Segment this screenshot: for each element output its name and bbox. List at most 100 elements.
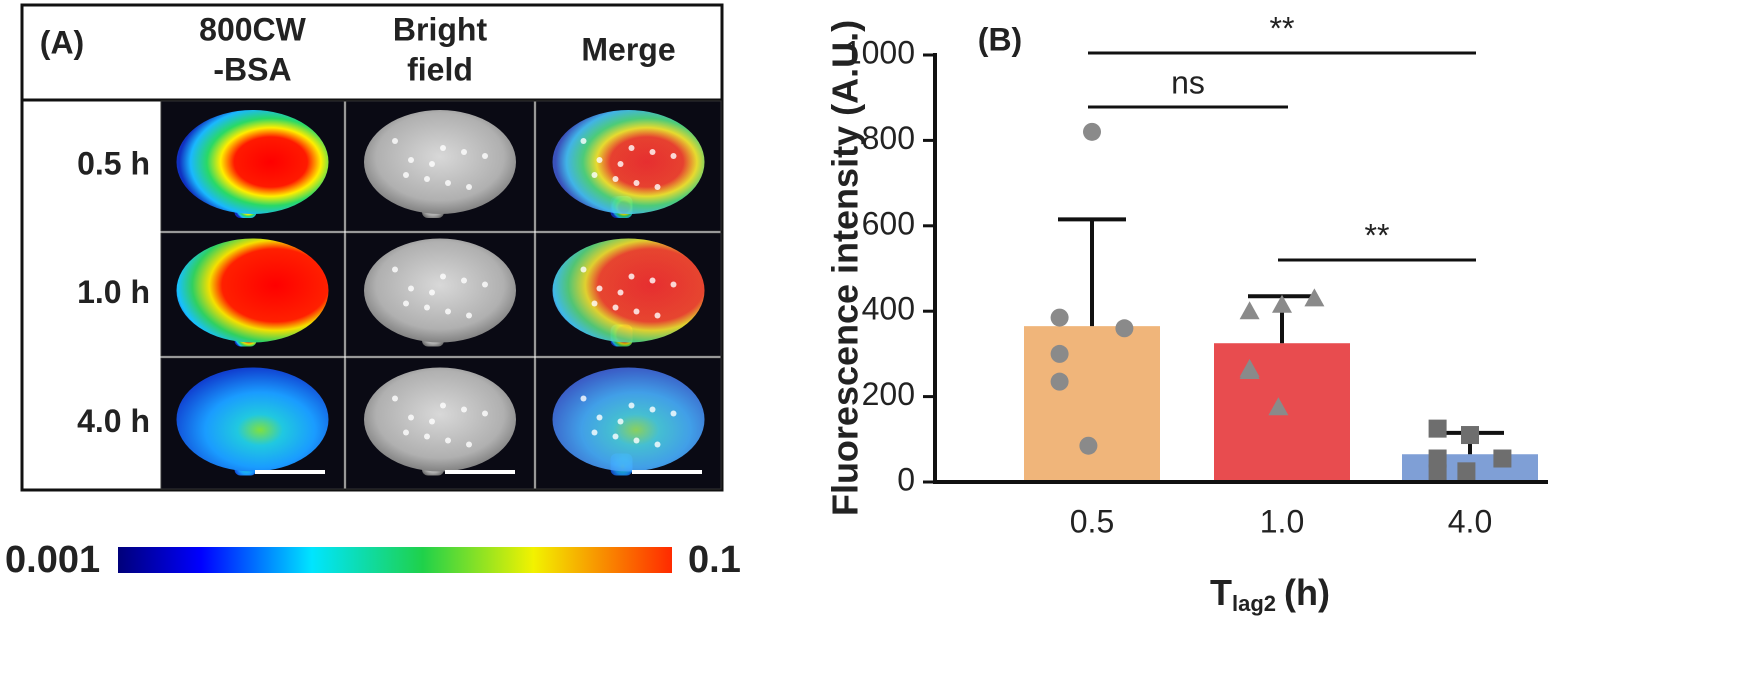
data-point: [1304, 288, 1325, 307]
speckle: [392, 138, 398, 144]
speckle: [445, 180, 451, 186]
speckle: [424, 304, 430, 311]
row-label: 0.5 h: [77, 145, 150, 181]
column-header: Merge: [581, 31, 675, 67]
speckle: [424, 433, 430, 440]
speckle: [617, 161, 624, 167]
data-point: [1083, 122, 1101, 141]
speckle: [429, 161, 435, 167]
data-point: [1268, 397, 1289, 416]
speckle: [654, 441, 661, 448]
speckle: [596, 285, 603, 292]
speckle: [440, 273, 446, 280]
row-label: 4.0 h: [77, 403, 150, 439]
x-title-sub: lag2: [1232, 591, 1276, 616]
speckle: [482, 153, 488, 159]
y-tick-label: 400: [862, 291, 915, 327]
brain-image: [364, 367, 516, 472]
brain-image: [552, 367, 705, 472]
data-point: [1050, 308, 1069, 327]
speckle: [440, 402, 446, 409]
brain-image: [176, 367, 329, 472]
speckle: [461, 149, 467, 155]
column-header: field: [407, 51, 473, 87]
data-point: [1493, 449, 1512, 468]
y-tick-label: 1000: [844, 34, 915, 70]
brain-image: [552, 110, 705, 214]
speckle: [424, 176, 430, 182]
speckle: [408, 414, 414, 421]
x-axis-title: Tlag2 (h): [1210, 572, 1330, 616]
speckle: [580, 266, 587, 273]
speckle: [633, 437, 640, 444]
colorbar: [118, 547, 672, 573]
speckle: [612, 433, 619, 440]
column-header: 800CW: [199, 11, 307, 47]
speckle: [466, 441, 472, 448]
speckle: [580, 395, 587, 402]
data-point: [1050, 372, 1069, 391]
speckle: [461, 277, 467, 284]
speckle: [392, 395, 398, 402]
speckle: [628, 145, 635, 151]
data-point: [1457, 462, 1476, 481]
data-point: [1050, 344, 1069, 363]
speckle: [612, 176, 619, 182]
speckle: [633, 180, 640, 186]
panel-a-frame: [20, 3, 724, 492]
significance-label: ns: [1171, 64, 1205, 100]
x-title-unit: (h): [1284, 572, 1330, 613]
significance-label: **: [1270, 10, 1295, 46]
speckle: [461, 406, 467, 413]
y-tick-label: 200: [862, 376, 915, 412]
colorbar-max: 0.1: [688, 539, 741, 581]
data-point: [1239, 301, 1260, 320]
speckle: [429, 289, 435, 296]
merge-overlay: [552, 110, 705, 214]
speckle: [649, 149, 656, 155]
speckle: [440, 145, 446, 151]
speckle: [628, 402, 635, 409]
data-point: [1428, 419, 1447, 438]
significance-label: **: [1365, 217, 1390, 253]
data-point: [1079, 436, 1098, 455]
y-axis-title: Fluorescence intensity (A.U.): [825, 20, 866, 516]
x-title-main: T: [1210, 572, 1232, 613]
speckle: [617, 289, 624, 296]
speckle: [445, 437, 451, 444]
speckle: [408, 157, 414, 163]
speckle: [429, 418, 435, 425]
speckle: [591, 300, 598, 307]
merge-overlay: [552, 238, 705, 343]
data-point: [1272, 294, 1292, 313]
speckle: [633, 308, 640, 315]
data-point: [1428, 449, 1447, 468]
speckle: [466, 184, 472, 190]
speckle: [580, 138, 587, 144]
bar: [1024, 326, 1160, 482]
brain-image: [552, 238, 705, 343]
brain-image: [364, 110, 516, 214]
speckle: [403, 429, 409, 436]
speckle: [403, 172, 409, 178]
data-point: [1428, 464, 1447, 483]
speckle: [612, 304, 619, 311]
speckle: [392, 266, 398, 273]
speckle: [466, 312, 472, 319]
data-point: [1115, 319, 1134, 338]
data-point: [1461, 426, 1479, 445]
colorbar-min: 0.001: [5, 539, 100, 581]
y-tick-label: 800: [862, 120, 915, 156]
y-tick-label: 0: [897, 461, 915, 497]
speckle: [654, 184, 661, 190]
speckle: [596, 157, 603, 163]
speckle: [654, 312, 661, 319]
speckle: [591, 429, 598, 436]
speckle: [482, 410, 488, 417]
speckle: [591, 172, 598, 178]
brain-image: [176, 110, 329, 214]
speckle: [596, 414, 603, 421]
row-label: 1.0 h: [77, 274, 150, 310]
brain-image: [364, 238, 516, 343]
